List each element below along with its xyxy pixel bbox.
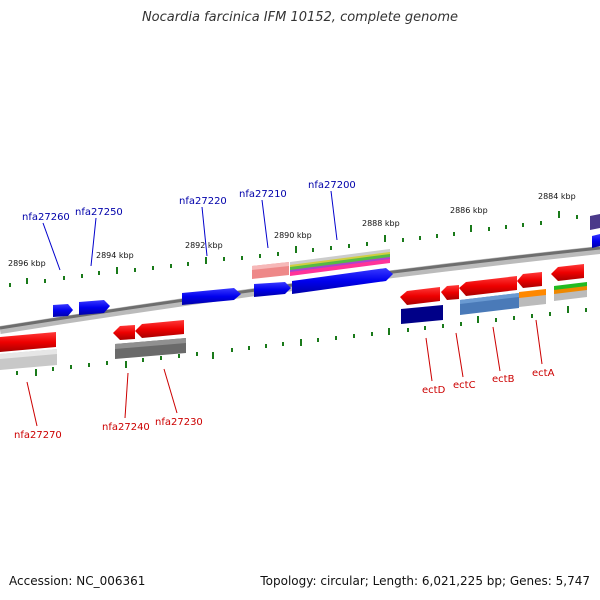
scale-label-2894: 2894 kbp [96, 251, 134, 260]
scale-label-2892: 2892 kbp [185, 241, 223, 250]
gene-ectC[interactable] [441, 285, 459, 300]
feature-nfa27210-annotation[interactable] [252, 262, 289, 279]
scale-label-2886: 2886 kbp [450, 206, 488, 215]
bottom-leader-lines [26, 319, 543, 427]
feature-right-annotation[interactable] [554, 282, 587, 301]
gene-label-nfa27230[interactable]: nfa27230 [155, 417, 203, 428]
gene-ectA[interactable] [517, 272, 542, 288]
gene-label-ectB[interactable]: ectB [492, 374, 515, 385]
feature-ectB-annotation[interactable] [460, 293, 519, 315]
gene-label-nfa27250[interactable]: nfa27250 [75, 207, 123, 218]
gene-label-nfa27200[interactable]: nfa27200 [308, 180, 356, 191]
gene-nfa27260[interactable] [53, 304, 73, 317]
gene-nfa27210[interactable] [254, 282, 291, 297]
genome-title: Nocardia farcinica IFM 10152, complete g… [141, 10, 459, 25]
genome-info-label: Topology: circular; Length: 6,021,225 bp… [260, 574, 590, 588]
gene-label-ectA[interactable]: ectA [532, 368, 555, 379]
gene-label-ectC[interactable]: ectC [453, 380, 476, 391]
gene-label-nfa27240[interactable]: nfa27240 [102, 422, 150, 433]
lower-scale-ticks [16, 306, 587, 376]
top-leader-lines [42, 190, 338, 271]
gene-label-nfa27220[interactable]: nfa27220 [179, 196, 227, 207]
gene-nfa27200[interactable] [292, 268, 393, 294]
scale-label-2896: 2896 kbp [8, 259, 46, 268]
feature-nfa27200-annotation[interactable] [290, 249, 390, 276]
gene-label-nfa27270[interactable]: nfa27270 [14, 430, 62, 441]
scale-label-2884: 2884 kbp [538, 192, 576, 201]
gene-nfa27230[interactable] [135, 320, 184, 338]
gene-nfa27240[interactable] [113, 325, 135, 340]
feature-nfa27230-annotation[interactable] [115, 338, 186, 359]
gene-ectD[interactable] [400, 287, 440, 305]
gene-label-nfa27210[interactable]: nfa27210 [239, 189, 287, 200]
scale-label-2888: 2888 kbp [362, 219, 400, 228]
gene-edge-top-right[interactable] [590, 214, 600, 248]
gene-right-red[interactable] [551, 264, 584, 281]
gene-nfa27220[interactable] [182, 288, 241, 305]
gene-ectB[interactable] [459, 276, 517, 296]
upper-scale-ticks [9, 211, 578, 287]
gene-nfa27270[interactable] [0, 332, 57, 370]
feature-ectA-annotation[interactable] [519, 289, 546, 307]
gene-nfa27250[interactable] [79, 300, 110, 315]
feature-ectD-annotation[interactable] [401, 305, 443, 324]
gene-label-ectD[interactable]: ectD [422, 385, 446, 396]
scale-label-2890: 2890 kbp [274, 231, 312, 240]
gene-label-nfa27260[interactable]: nfa27260 [22, 212, 70, 223]
accession-label: Accession: NC_006361 [9, 574, 146, 588]
